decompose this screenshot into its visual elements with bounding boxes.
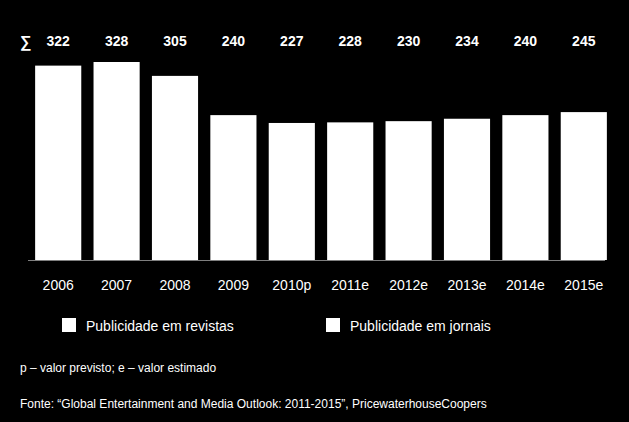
note: Fonte: “Global Entertainment and Media O…	[20, 397, 487, 411]
data-label: 234	[455, 33, 479, 49]
tick-label: 2009	[218, 277, 249, 293]
data-label: 328	[105, 33, 129, 49]
bar	[269, 123, 315, 260]
bars	[35, 62, 607, 260]
tick-label: 2015e	[564, 277, 603, 293]
bar	[502, 115, 548, 260]
x-axis	[28, 260, 605, 261]
legend-label: Publicidade em revistas	[86, 318, 234, 334]
data-label: 230	[397, 33, 421, 49]
tick-label: 2010p	[272, 277, 311, 293]
bar	[327, 122, 373, 260]
data-label: 322	[47, 33, 71, 49]
tick-label: 2013e	[448, 277, 487, 293]
bar	[152, 76, 198, 260]
bar	[210, 115, 256, 260]
tick-label: 2012e	[389, 277, 428, 293]
legend-swatch	[326, 318, 340, 332]
bar	[561, 112, 607, 260]
bar	[35, 66, 81, 260]
note: p – valor previsto; e – valor estimado	[20, 361, 216, 375]
data-label: 245	[572, 33, 596, 49]
bar	[386, 121, 432, 260]
data-label: 240	[514, 33, 538, 49]
tick-label: 2007	[101, 277, 132, 293]
tick-label: 2008	[159, 277, 190, 293]
legend-swatch	[62, 318, 76, 332]
total-symbol: ∑	[20, 33, 31, 51]
bar	[94, 62, 140, 260]
bar	[444, 119, 490, 260]
data-label: 240	[222, 33, 246, 49]
tick-label: 2006	[43, 277, 74, 293]
data-label: 305	[163, 33, 187, 49]
chart: 322 328 305 240 227 228 230 234 240 245 2006 2007 20…	[0, 0, 629, 422]
legend-label: Publicidade em jornais	[350, 318, 491, 334]
data-label: 228	[339, 33, 363, 49]
data-label: 227	[280, 33, 304, 49]
tick-label: 2014e	[506, 277, 545, 293]
tick-label: 2011e	[331, 277, 369, 293]
